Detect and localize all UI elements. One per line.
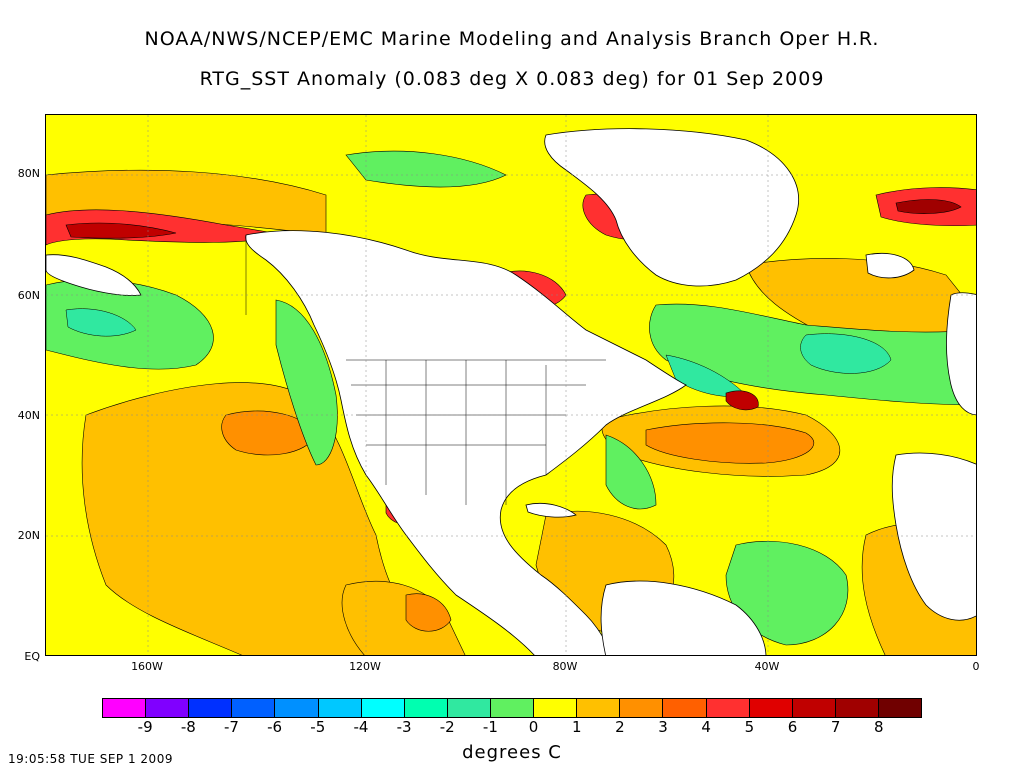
color-scale-tick-label: 7: [830, 718, 841, 736]
timestamp: 19:05:58 TUE SEP 1 2009: [8, 752, 173, 766]
color-scale-tick-label: 6: [787, 718, 798, 736]
color-swatch: [232, 699, 276, 717]
color-swatch: [534, 699, 578, 717]
color-swatch: [577, 699, 621, 717]
color-scale-tick-label: -6: [267, 718, 283, 736]
color-scale-tick-label: -5: [310, 718, 326, 736]
color-swatch: [447, 699, 491, 717]
lat-label-80n: 80N: [17, 167, 40, 180]
color-swatch: [835, 699, 879, 717]
units-label: degrees C: [462, 742, 562, 763]
color-swatch: [189, 699, 233, 717]
color-scale-bar: [102, 698, 922, 718]
color-scale-tick-label: -7: [223, 718, 239, 736]
color-swatch: [361, 699, 405, 717]
color-scale-tick-label: 4: [701, 718, 711, 736]
color-swatch: [878, 699, 922, 717]
color-scale-tick-label: 0: [528, 718, 539, 736]
anomaly-2-3-regions: [221, 410, 815, 632]
color-scale-tick-label: -3: [396, 718, 412, 736]
lat-label-eq: EQ: [24, 650, 40, 663]
color-swatch: [404, 699, 448, 717]
lat-label-20n: 20N: [17, 529, 40, 542]
color-scale-tick-label: -1: [482, 718, 498, 736]
color-scale-tick-label: 3: [658, 718, 668, 736]
color-swatch: [663, 699, 707, 717]
color-scale-tick-label: -9: [137, 718, 153, 736]
color-swatch: [103, 699, 147, 717]
lon-label-80w: 80W: [552, 660, 578, 673]
color-swatch: [620, 699, 664, 717]
color-swatch: [318, 699, 362, 717]
color-scale-tick-label: 5: [744, 718, 755, 736]
lat-label-60n: 60N: [17, 289, 40, 302]
color-swatch: [275, 699, 319, 717]
anomaly-strong-negative-regions: [65, 308, 892, 397]
lon-label-40w: 40W: [754, 660, 780, 673]
color-scale-tick-label: 2: [615, 718, 625, 736]
color-scale-tick-label: 1: [571, 718, 582, 736]
lon-label-120w: 120W: [349, 660, 381, 673]
color-swatch: [706, 699, 750, 717]
color-swatch: [146, 699, 190, 717]
lon-label-160w: 160W: [131, 660, 163, 673]
map-title-line2: RTG_SST Anomaly (0.083 deg X 0.083 deg) …: [199, 68, 825, 90]
sst-anomaly-map: [45, 114, 977, 656]
color-scale-tick-label: -4: [353, 718, 369, 736]
lat-label-40n: 40N: [17, 409, 40, 422]
color-swatch: [792, 699, 836, 717]
color-swatch: [490, 699, 535, 717]
color-scale-tick-label: -8: [180, 718, 196, 736]
lon-label-0: 0: [972, 660, 980, 673]
graticule: [46, 115, 976, 655]
color-scale-tick-label: -2: [439, 718, 455, 736]
map-title-line1: NOAA/NWS/NCEP/EMC Marine Modeling and An…: [144, 28, 880, 50]
color-scale-tick-label: 8: [874, 718, 884, 736]
state-borders: [245, 235, 606, 505]
color-swatch: [749, 699, 793, 717]
